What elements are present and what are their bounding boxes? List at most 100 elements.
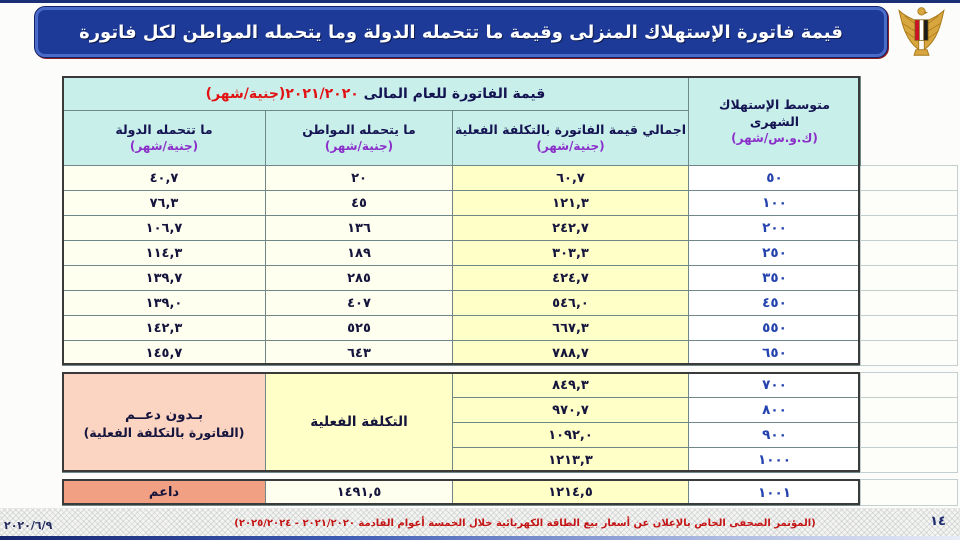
top-border-line [0, 0, 960, 3]
footer-note: (المؤتمر الصحفى الخاص بالإعلان عن أسعار … [234, 518, 816, 529]
total-cell: ٦٦٧,٣ [452, 315, 689, 341]
empty-cell [860, 190, 958, 216]
empty-cell [860, 315, 958, 341]
consumption-header-unit: (ك.و.س/شهر) [731, 130, 818, 145]
empty-cell [860, 340, 958, 366]
citizen-cell: ١٨٩ [265, 240, 453, 266]
total-cell: ٥٤٦,٠ [452, 290, 689, 316]
state-header-cell: ما تتحمله الدولة (جنية/شهر) [62, 110, 266, 166]
state-cell: ٧٦,٣ [62, 190, 266, 216]
consumption-header-line1: متوسط الإستهلاك [719, 96, 830, 112]
citizen-cell: ٤٠٧ [265, 290, 453, 316]
footer-texture [0, 508, 960, 540]
fiscal-year-value: ٢٠٢١/٢٠٢٠(جنية/شهر) [205, 85, 359, 102]
total-cell: ٣٠٣,٣ [452, 240, 689, 266]
total-header-label: اجمالي قيمة الفاتورة بالتكلفة الفعلية [454, 122, 687, 138]
citizen-cell: ١٣٦ [265, 215, 453, 241]
state-cell: ١٤٢,٣ [62, 315, 266, 341]
consumption-cell: ٨٠٠ [688, 397, 861, 423]
state-header-label: ما تتحمله الدولة [115, 122, 213, 138]
empty-cell [861, 77, 958, 166]
citizen-cell: ٦٤٣ [265, 340, 453, 366]
fiscal-year-label: قيمة الفاتورة للعام المالى [358, 85, 546, 102]
table-row: ٥٥٠ ٦٦٧,٣ ٥٢٥ ١٤٢,٣ [62, 315, 958, 341]
citizen-cell: ٢٨٥ [265, 265, 453, 291]
title-bar: قيمة فاتورة الإستهلاك المنزلى وقيمة ما ت… [35, 7, 887, 57]
table-row: ٩٠٠ ١٠٩٢,٠ [63, 422, 958, 448]
subsidized-label-cell: داعم [62, 479, 266, 506]
consumption-cell: ٣٥٠ [688, 265, 861, 291]
consumption-cell: ٢٥٠ [688, 240, 861, 266]
consumption-header-line2: الشهرى [749, 113, 800, 129]
consumption-header-cell: متوسط الإستهلاك الشهرى (ك.و.س/شهر) [688, 76, 861, 166]
citizen-cell: ١٤٩١,٥ [265, 479, 453, 506]
table-row: ٣٥٠ ٤٢٤,٧ ٢٨٥ ١٣٩,٧ [62, 265, 958, 291]
citizen-header-unit: (جنية/شهر) [324, 139, 394, 154]
empty-cell [860, 422, 958, 448]
consumption-cell: ٥٥٠ [688, 315, 861, 341]
empty-cell [860, 290, 958, 316]
consumption-cell: ٢٠٠ [688, 215, 861, 241]
no-subsidy-cell: بـدون دعــم (الفاتورة بالتكلفة الفعلية) [62, 372, 266, 473]
table-row: ١٠٠١ ١٢١٤,٥ ١٤٩١,٥ داعم [62, 479, 958, 506]
total-cell: ١٠٩٢,٠ [452, 422, 689, 448]
consumption-cell: ٥٠ [688, 165, 861, 191]
citizen-header-label: ما يتحمله المواطن [302, 122, 416, 138]
table-row: ٢٠٠ ٢٤٢,٧ ١٣٦ ١٠٦,٧ [62, 215, 958, 241]
consumption-cell: ١٠٠ [688, 190, 861, 216]
state-cell: ١٤٥,٧ [62, 340, 266, 366]
empty-cell [860, 447, 958, 473]
table-row: ٥٠ ٦٠,٧ ٢٠ ٤٠,٧ [62, 165, 958, 191]
bottom-border-line [0, 536, 960, 540]
actual-cost-cell: التكلفة الفعلية [265, 372, 453, 473]
no-subsidy-table: ٧٠٠ ٨٤٩,٣ التكلفة الفعلية بـدون دعــم (ا… [62, 372, 958, 473]
empty-cell [860, 165, 958, 191]
empty-cell [860, 240, 958, 266]
total-cell: ٢٤٢,٧ [452, 215, 689, 241]
state-cell: ١٣٩,٧ [62, 265, 266, 291]
empty-cell [860, 397, 958, 423]
table-row: ١٠٠ ١٢١,٣ ٤٥ ٧٦,٣ [62, 190, 958, 216]
state-cell: ٤٠,٧ [62, 165, 266, 191]
fiscal-year-header-cell: قيمة الفاتورة للعام المالى ٢٠٢١/٢٠٢٠(جني… [62, 76, 689, 111]
subsidized-row-table: ١٠٠١ ١٢١٤,٥ ١٤٩١,٥ داعم [62, 479, 958, 506]
citizen-cell: ٤٥ [265, 190, 453, 216]
total-cell: ٧٨٨,٧ [452, 340, 689, 366]
total-cell: ١٢١,٣ [452, 190, 689, 216]
consumption-cell: ٤٥٠ [688, 290, 861, 316]
total-header-unit: (جنية/شهر) [536, 139, 605, 154]
no-subsidy-line2: (الفاتورة بالتكلفة الفعلية) [83, 425, 245, 441]
citizen-cell: ٢٠ [265, 165, 453, 191]
total-cell: ٨٤٩,٣ [452, 372, 689, 398]
table-row: ٧٠٠ ٨٤٩,٣ التكلفة الفعلية بـدون دعــم (ا… [62, 372, 958, 473]
table-row: ١٠٠٠ ١٢١٣,٣ [63, 447, 958, 473]
total-cell: ٩٧٠,٧ [452, 397, 689, 423]
total-cell: ٦٠,٧ [452, 165, 689, 191]
slide-date: ٢٠٢٠/٦/٩ [4, 519, 53, 532]
total-header-cell: اجمالي قيمة الفاتورة بالتكلفة الفعلية (ج… [452, 110, 689, 166]
consumption-cell: ٩٠٠ [688, 422, 861, 448]
table-row: ٦٥٠ ٧٨٨,٧ ٦٤٣ ١٤٥,٧ [62, 340, 958, 366]
total-cell: ١٢١٣,٣ [452, 447, 689, 473]
page-title: قيمة فاتورة الإستهلاك المنزلى وقيمة ما ت… [79, 21, 843, 43]
citizen-header-cell: ما يتحمله المواطن (جنية/شهر) [265, 110, 453, 166]
total-cell: ٤٢٤,٧ [452, 265, 689, 291]
page-number: ١٤ [930, 514, 946, 529]
table-row: ٤٥٠ ٥٤٦,٠ ٤٠٧ ١٣٩,٠ [62, 290, 958, 316]
empty-cell [860, 479, 958, 506]
total-cell: ١٢١٤,٥ [452, 479, 689, 506]
bill-values-table: متوسط الإستهلاك الشهرى (ك.و.س/شهر) قيمة … [62, 76, 958, 366]
consumption-cell: ٧٠٠ [688, 372, 861, 398]
state-header-unit: (جنية/شهر) [129, 139, 199, 154]
no-subsidy-line1: بـدون دعــم [124, 406, 204, 423]
empty-cell [860, 265, 958, 291]
state-cell: ١٣٩,٠ [62, 290, 266, 316]
table-row: ٢٥٠ ٣٠٣,٣ ١٨٩ ١١٤,٣ [62, 240, 958, 266]
consumption-cell: ١٠٠١ [688, 479, 861, 506]
empty-cell [860, 372, 958, 398]
empty-cell [860, 215, 958, 241]
egypt-coat-of-arms-icon [898, 7, 945, 56]
consumption-cell: ١٠٠٠ [688, 447, 861, 473]
consumption-cell: ٦٥٠ [688, 340, 861, 366]
